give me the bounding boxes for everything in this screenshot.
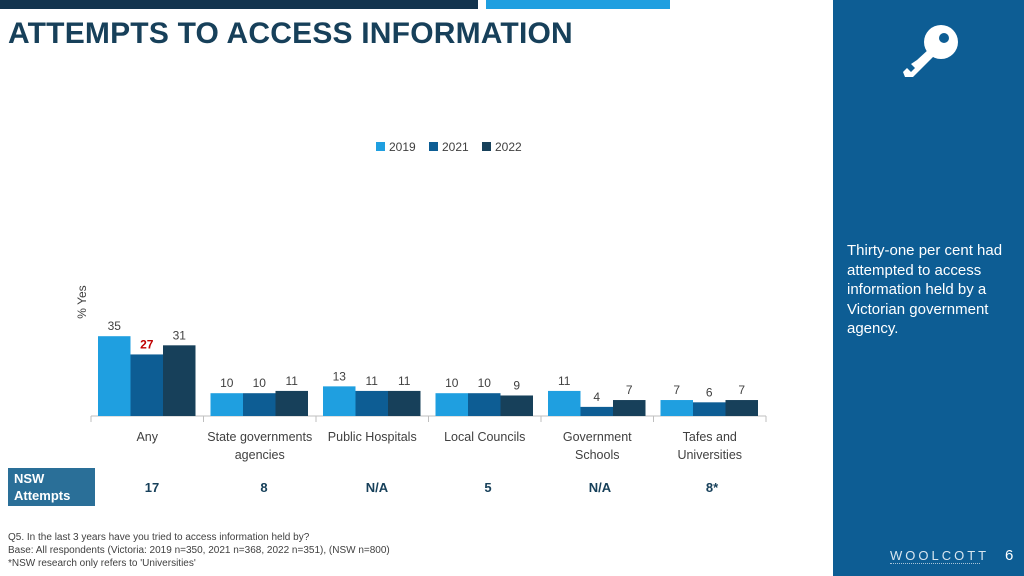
page-number: 6 — [1005, 547, 1014, 564]
legend-label: 2022 — [495, 140, 522, 154]
data-label: 10 — [478, 376, 492, 390]
nsw-value-tafes: 8* — [705, 480, 719, 495]
data-label: 35 — [108, 319, 122, 333]
y-axis-label: % Yes — [75, 285, 89, 318]
nsw-attempts-label: NSW Attempts — [8, 468, 95, 506]
data-label: 10 — [220, 376, 234, 390]
data-label: 6 — [706, 385, 713, 399]
x-tick-label: agencies — [235, 448, 285, 462]
data-label: 13 — [333, 369, 347, 383]
key-icon — [903, 25, 958, 77]
nsw-label-line1: NSW — [14, 471, 45, 486]
top-accent-bar-light — [486, 0, 670, 9]
side-summary-text: Thirty-one per cent had attempted to acc… — [847, 242, 1003, 337]
nsw-value-hospitals: N/A — [365, 480, 389, 495]
nsw-value-state-gov: 8 — [260, 480, 268, 495]
data-label: 9 — [513, 378, 520, 392]
data-label: 7 — [673, 383, 680, 397]
bar — [210, 393, 243, 416]
bar — [660, 400, 693, 416]
woolcott-logo: WOOLCOTT — [890, 548, 990, 563]
footnote-nsw-note: *NSW research only refers to 'Universiti… — [8, 558, 196, 569]
x-tick-label: Local Councils — [444, 430, 525, 444]
data-label: 7 — [738, 383, 745, 397]
bar — [323, 386, 356, 416]
bar — [500, 395, 533, 416]
legend-label: 2021 — [442, 140, 469, 154]
bar — [243, 393, 276, 416]
nsw-value-schools: N/A — [588, 480, 612, 495]
bar — [693, 402, 726, 416]
side-panel — [833, 0, 1024, 576]
bar — [468, 393, 501, 416]
data-label: 11 — [558, 374, 571, 388]
data-label: 11 — [286, 374, 299, 388]
bar-chart: % Yes 35 10 13 10 11 7 27 10 11 10 4 6 31 11 11 9 7 7 Any St… — [75, 140, 767, 462]
x-tick-label: State governments — [207, 430, 312, 444]
data-label: 10 — [445, 376, 459, 390]
data-label: 11 — [366, 374, 379, 388]
footnote-base: Base: All respondents (Victoria: 2019 n=… — [8, 545, 390, 556]
legend-swatch — [376, 142, 385, 151]
bar — [163, 345, 196, 416]
x-tick-label: Schools — [575, 448, 619, 462]
page-title: ATTEMPTS TO ACCESS INFORMATION — [8, 17, 573, 50]
bar — [613, 400, 646, 416]
bar — [355, 390, 388, 416]
bar — [388, 390, 421, 416]
x-tick-label: Universities — [677, 448, 742, 462]
data-label: 11 — [398, 374, 411, 388]
legend-swatch — [429, 142, 438, 151]
bar — [130, 354, 163, 416]
data-label: 7 — [626, 383, 633, 397]
bar — [275, 390, 308, 416]
x-tick-label: Tafes and — [683, 430, 737, 444]
data-label: 27 — [140, 337, 154, 351]
bar — [98, 336, 131, 416]
data-label: 10 — [253, 376, 267, 390]
logo-underline — [890, 563, 980, 567]
nsw-value-councils: 5 — [484, 480, 492, 495]
x-tick-label: Government — [563, 430, 632, 444]
footnote-question: Q5. In the last 3 years have you tried t… — [8, 532, 310, 543]
nsw-value-any: 17 — [144, 480, 160, 495]
bar — [725, 400, 758, 416]
data-label: 31 — [173, 328, 187, 342]
legend-swatch — [482, 142, 491, 151]
bar — [435, 393, 468, 416]
legend-label: 2019 — [389, 140, 416, 154]
bar — [580, 406, 613, 416]
data-label: 4 — [593, 390, 600, 404]
top-accent-bar-dark — [0, 0, 478, 9]
x-tick-label: Any — [136, 430, 158, 444]
footnote: Q5. In the last 3 years have you tried t… — [8, 531, 390, 570]
nsw-label-line2: Attempts — [14, 488, 71, 503]
x-tick-label: Public Hospitals — [328, 430, 417, 444]
bar — [548, 390, 581, 416]
